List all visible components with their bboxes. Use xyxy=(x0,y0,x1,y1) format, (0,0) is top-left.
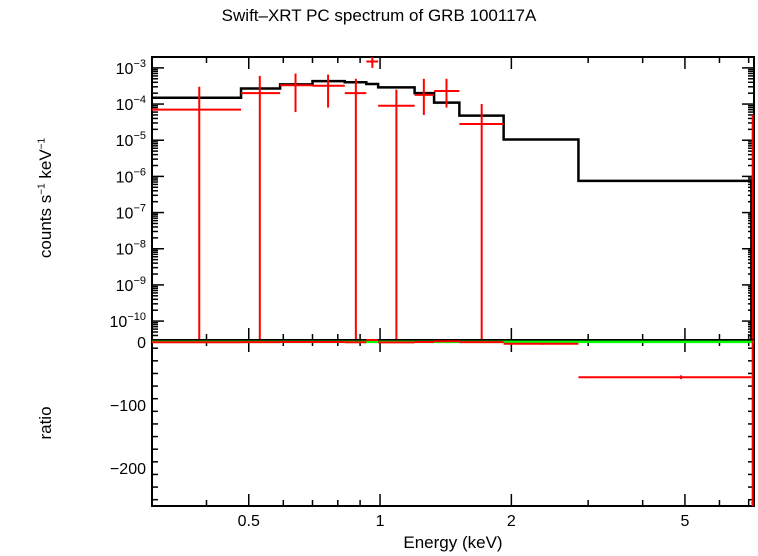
x-tick-label: 1 xyxy=(376,513,385,530)
spectrum-data-point xyxy=(414,78,435,115)
spectrum-frame xyxy=(151,56,755,341)
spectrum-data-point xyxy=(459,104,504,340)
ratio-data-point xyxy=(152,341,242,344)
ratio-data-point xyxy=(344,341,367,344)
spectrum-data-point xyxy=(434,78,460,108)
y-tick-label: 10−8 xyxy=(116,239,146,259)
spectrum-data-point xyxy=(751,114,754,340)
ratio-data-point xyxy=(312,341,345,344)
y-tick-label: −100 xyxy=(110,398,146,415)
x-tick-label: 5 xyxy=(680,513,689,530)
spectrum-data-point xyxy=(280,73,313,113)
spectrum-data-point xyxy=(366,57,379,68)
ratio-frame xyxy=(151,339,755,507)
ratio-data-point xyxy=(414,340,435,343)
chart-title: Swift–XRT PC spectrum of GRB 100117A xyxy=(221,6,537,25)
spectrum-data-point xyxy=(344,78,367,340)
y-tick-label: 10−9 xyxy=(116,275,146,295)
ratio-data-point xyxy=(751,340,754,506)
ratio-data-point xyxy=(503,342,579,345)
spectrum-panel: 10−3 10−4 10−5 10−6 10−7 10−8 10−9 10−10 xyxy=(110,56,755,342)
x-tick-label: 2 xyxy=(507,513,516,530)
y-tick-label: 0 xyxy=(137,335,146,352)
y-tick-label: 10−6 xyxy=(116,166,146,186)
spectrum-data-point xyxy=(241,75,281,340)
spectrum-data-point xyxy=(152,86,242,340)
y-tick-label: −200 xyxy=(110,461,146,478)
y-tick-label: 10−3 xyxy=(116,58,146,78)
ratio-data-point xyxy=(241,341,281,344)
ratio-panel: 0.5 1 2 5 0 −100 −200 xyxy=(110,335,755,530)
ratio-data-point xyxy=(459,341,504,344)
ratio-data-point xyxy=(378,341,415,344)
ratio-data-point xyxy=(578,375,752,380)
spectrum-data-point xyxy=(312,74,345,108)
ratio-data-point xyxy=(366,339,379,341)
model-step-line xyxy=(152,79,754,342)
y-tick-label: 10−5 xyxy=(116,130,146,150)
y-tick-label: 10−4 xyxy=(116,94,146,114)
spectrum-data-point xyxy=(378,89,415,340)
ratio-data-point xyxy=(434,340,460,343)
y-tick-label: 10−7 xyxy=(116,203,146,223)
ratio-data-point xyxy=(280,340,313,343)
x-axis-label: Energy (keV) xyxy=(403,533,503,552)
x-tick-label: 0.5 xyxy=(238,513,260,530)
y-tick-label: 10−10 xyxy=(110,311,146,331)
